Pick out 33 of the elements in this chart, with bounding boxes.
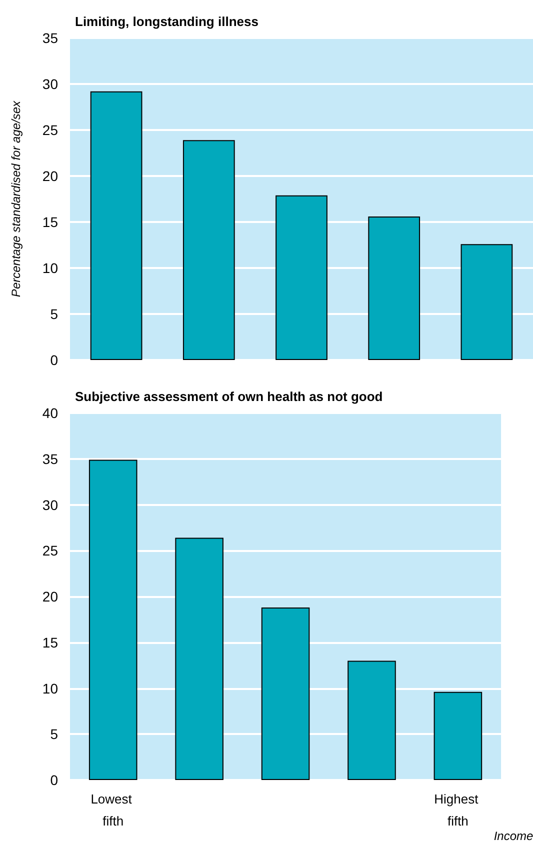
x-axis-title: Income	[494, 829, 533, 843]
y-tick-label: 35	[42, 30, 58, 46]
y-tick-label: 25	[42, 542, 58, 559]
y-tick-label: 15	[42, 634, 58, 650]
bar	[88, 460, 138, 780]
y-axis-title: Percentage standardised for age/sex	[9, 100, 23, 298]
y-tick-label: 25	[42, 122, 58, 138]
bar	[368, 216, 420, 360]
y-tick-label: 5	[50, 726, 58, 742]
bar	[182, 140, 235, 360]
y-tick-label: 0	[50, 772, 58, 788]
bar	[261, 608, 310, 780]
bar	[90, 91, 142, 360]
y-tick-label: 10	[42, 680, 58, 696]
y-tick-label: 40	[42, 405, 58, 421]
y-tick-label: 20	[42, 588, 58, 604]
y-tick-label: 5	[50, 306, 58, 322]
bar	[434, 692, 482, 780]
bar	[348, 660, 396, 780]
bar	[175, 538, 224, 780]
y-tick-label: 35	[42, 450, 58, 467]
chart-title: Subjective assessment of own health as not good	[75, 389, 383, 404]
y-tick-label: 10	[42, 260, 58, 276]
bar	[276, 195, 328, 360]
y-tick-label: 0	[50, 352, 58, 368]
chart-title: Limiting, longstanding illness	[75, 14, 258, 29]
x-tick-label: Lowest fifth	[90, 792, 136, 828]
y-tick-label: 20	[42, 168, 58, 184]
y-tick-label: 15	[42, 214, 58, 230]
bar	[460, 244, 513, 360]
x-tick-label: Highest fifth	[434, 792, 482, 828]
y-tick-label: 30	[42, 76, 58, 92]
y-tick-label: 30	[42, 496, 58, 513]
